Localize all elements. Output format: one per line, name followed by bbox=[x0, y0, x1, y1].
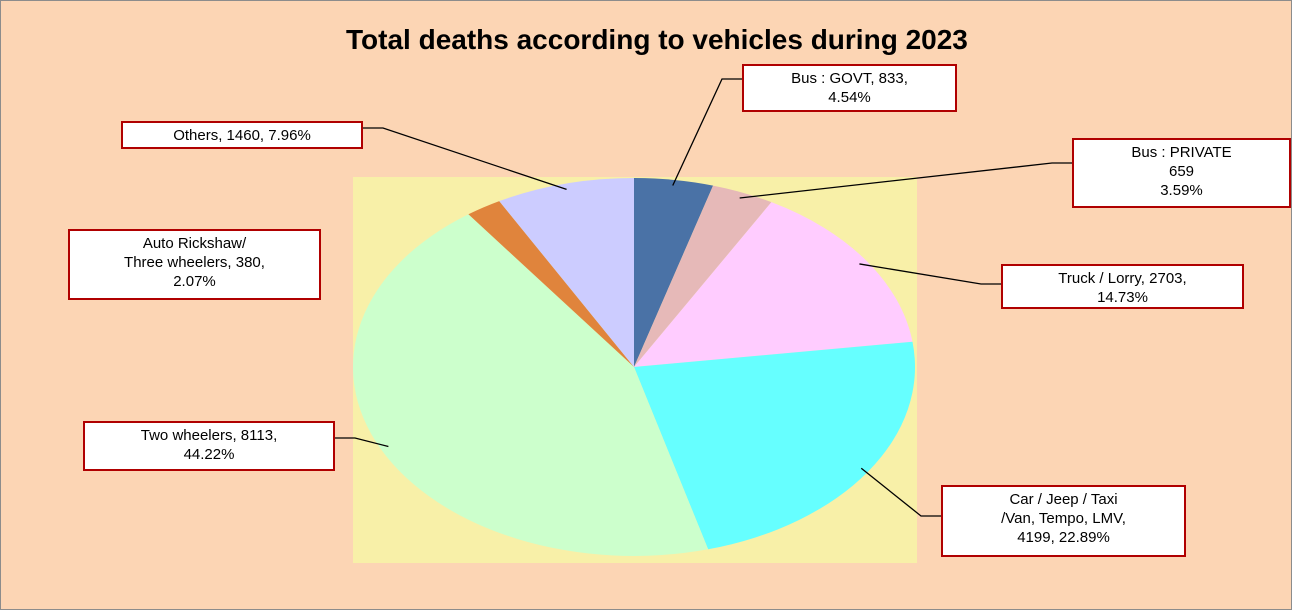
data-label: Bus : GOVT, 833, 4.54% bbox=[742, 64, 957, 112]
pie-slice bbox=[634, 341, 915, 550]
pie-slice bbox=[468, 201, 634, 367]
data-label: Truck / Lorry, 2703, 14.73% bbox=[1001, 264, 1244, 309]
leader-line bbox=[363, 127, 567, 190]
leader-line bbox=[335, 437, 389, 448]
data-label: Car / Jeep / Taxi /Van, Tempo, LMV, 4199… bbox=[941, 485, 1186, 557]
data-label: Others, 1460, 7.96% bbox=[121, 121, 363, 149]
leader-line bbox=[860, 467, 941, 517]
pie-slice bbox=[634, 185, 772, 367]
chart-title: Total deaths according to vehicles durin… bbox=[346, 24, 968, 55]
leader-line bbox=[859, 263, 1001, 285]
data-label: Auto Rickshaw/ Three wheelers, 380, 2.07… bbox=[68, 229, 321, 300]
pie-slice bbox=[352, 214, 709, 557]
pie-slice bbox=[634, 178, 714, 367]
data-label: Bus : PRIVATE 659 3.59% bbox=[1072, 138, 1291, 208]
pie-slice bbox=[634, 202, 913, 367]
pie-slice bbox=[499, 178, 634, 367]
data-label: Two wheelers, 8113, 44.22% bbox=[83, 421, 335, 471]
leader-line bbox=[739, 162, 1072, 199]
leader-line bbox=[672, 78, 742, 186]
